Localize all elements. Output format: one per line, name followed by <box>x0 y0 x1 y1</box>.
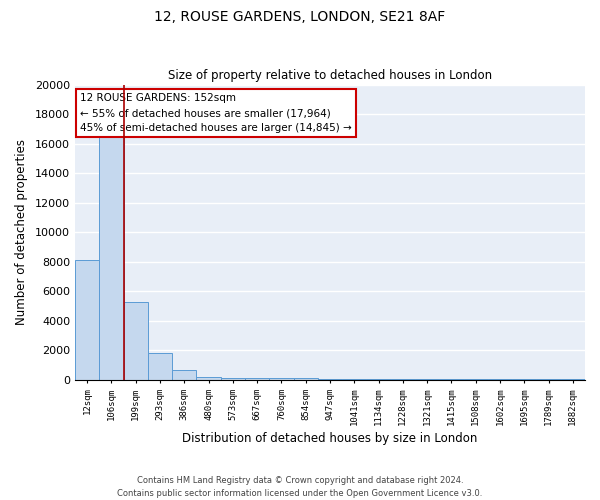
Bar <box>512 379 536 380</box>
Bar <box>415 379 439 380</box>
Title: Size of property relative to detached houses in London: Size of property relative to detached ho… <box>168 69 492 82</box>
Text: 12 ROUSE GARDENS: 152sqm
← 55% of detached houses are smaller (17,964)
45% of se: 12 ROUSE GARDENS: 152sqm ← 55% of detach… <box>80 94 352 133</box>
Bar <box>172 370 196 380</box>
Y-axis label: Number of detached properties: Number of detached properties <box>15 139 28 325</box>
Bar <box>464 379 488 380</box>
Bar <box>293 378 318 380</box>
Bar <box>124 302 148 380</box>
Bar <box>99 136 124 380</box>
Bar <box>391 379 415 380</box>
Bar <box>367 379 391 380</box>
Bar <box>75 260 99 380</box>
Bar <box>245 378 269 380</box>
Text: 12, ROUSE GARDENS, LONDON, SE21 8AF: 12, ROUSE GARDENS, LONDON, SE21 8AF <box>154 10 446 24</box>
Bar <box>439 379 464 380</box>
Bar <box>318 378 342 380</box>
Bar <box>148 353 172 380</box>
Bar <box>269 378 293 380</box>
Bar <box>196 377 221 380</box>
X-axis label: Distribution of detached houses by size in London: Distribution of detached houses by size … <box>182 432 478 445</box>
Bar <box>488 379 512 380</box>
Bar <box>342 379 367 380</box>
Bar <box>561 378 585 380</box>
Bar <box>221 378 245 380</box>
Bar <box>536 379 561 380</box>
Text: Contains HM Land Registry data © Crown copyright and database right 2024.
Contai: Contains HM Land Registry data © Crown c… <box>118 476 482 498</box>
